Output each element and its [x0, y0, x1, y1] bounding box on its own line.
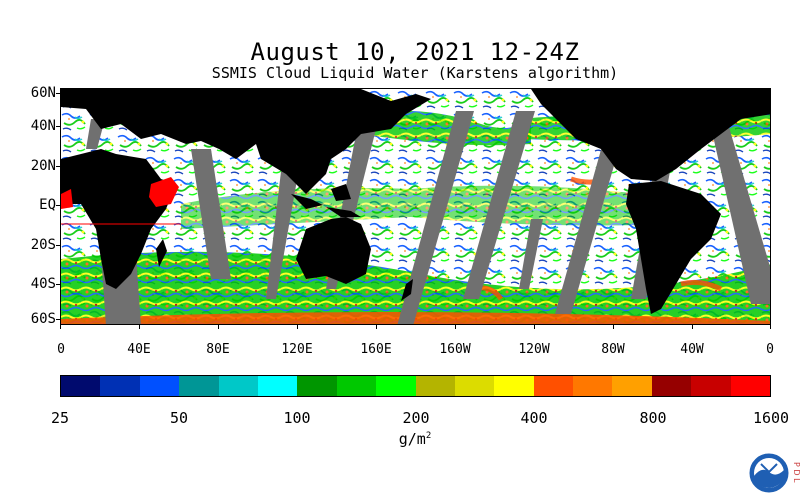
- lon-tick: [455, 325, 456, 329]
- lon-tick: [770, 325, 771, 329]
- units-label: g/m2: [0, 430, 800, 448]
- scale-label-25: 25: [50, 409, 70, 427]
- lat-label-40s: 40S: [30, 276, 56, 292]
- lon-tick: [60, 325, 61, 329]
- lon-label-0: 0: [57, 342, 65, 357]
- color-scale-swatch-4: [218, 376, 258, 396]
- lat-label-60n: 60N: [30, 85, 56, 101]
- color-scale-swatch-13: [573, 376, 613, 396]
- scale-label-800: 800: [639, 409, 667, 427]
- color-scale-swatch-11: [494, 376, 534, 396]
- lat-tick: [56, 284, 60, 285]
- color-scale-swatch-2: [139, 376, 180, 396]
- color-scale-swatch-5: [257, 376, 298, 396]
- color-scale-swatch-12: [533, 376, 574, 396]
- color-scale-swatch-16: [691, 376, 731, 396]
- lat-tick: [56, 205, 60, 206]
- scale-label-50: 50: [169, 409, 189, 427]
- lon-tick: [534, 325, 535, 329]
- color-scale-swatch-7: [336, 376, 377, 396]
- color-scale-swatch-6: [297, 376, 337, 396]
- new-zealand-landmass: [401, 279, 413, 301]
- lon-label-40w: 40W: [680, 342, 704, 357]
- world-map: [60, 88, 771, 325]
- lon-tick: [139, 325, 140, 329]
- color-scale-swatch-3: [179, 376, 219, 396]
- gulf-of-guinea-high-water: [61, 177, 181, 225]
- scale-label-400: 400: [520, 409, 548, 427]
- chart-title: August 10, 2021 12-24Z: [250, 38, 580, 66]
- map-canvas: [61, 89, 770, 324]
- lat-label-60s: 60S: [30, 311, 56, 327]
- units-base: g/m: [398, 430, 426, 448]
- lat-tick: [56, 319, 60, 320]
- lat-label-eq: EQ: [39, 197, 56, 213]
- color-scale-swatch-10: [454, 376, 495, 396]
- lon-label-0-east: 0: [766, 342, 774, 357]
- lon-label-160w: 160W: [439, 342, 471, 357]
- lon-label-160e: 160E: [360, 342, 392, 357]
- lon-label-40e: 40E: [127, 342, 151, 357]
- lat-label-20n: 20N: [30, 158, 56, 174]
- land-masses: [61, 89, 770, 314]
- indonesia-islands: [291, 184, 361, 217]
- lat-tick: [56, 93, 60, 94]
- scale-label-100: 100: [283, 409, 311, 427]
- lon-label-120w: 120W: [518, 342, 550, 357]
- eurasia-landmass: [61, 89, 431, 194]
- lat-tick: [56, 126, 60, 127]
- lon-tick: [613, 325, 614, 329]
- color-scale-swatch-17: [730, 376, 771, 396]
- lon-label-80w: 80W: [601, 342, 625, 357]
- color-scale-swatch-1: [100, 376, 140, 396]
- scale-label-200: 200: [402, 409, 430, 427]
- color-scale-swatch-0: [61, 376, 101, 396]
- pdl-side-text: P D L: [792, 462, 800, 483]
- greenland-landmass: [751, 89, 770, 108]
- scale-label-1600: 1600: [752, 409, 790, 427]
- noaa-logo: [748, 452, 790, 494]
- lat-tick: [56, 245, 60, 246]
- color-scale-swatch-15: [651, 376, 692, 396]
- lon-label-80e: 80E: [206, 342, 230, 357]
- lon-tick: [297, 325, 298, 329]
- lon-label-120e: 120E: [281, 342, 313, 357]
- lat-label-20s: 20S: [30, 237, 56, 253]
- lon-tick: [692, 325, 693, 329]
- australia-landmass: [296, 217, 371, 284]
- units-exponent: 2: [425, 431, 432, 441]
- south-america-landmass: [626, 181, 721, 314]
- madagascar-landmass: [156, 239, 167, 267]
- north-america-landmass: [531, 89, 770, 181]
- color-scale-swatch-14: [612, 376, 652, 396]
- chart-subtitle: SSMIS Cloud Liquid Water (Karstens algor…: [211, 64, 619, 82]
- no-data-swath-gaps: [86, 109, 770, 324]
- color-scale-swatch-9: [415, 376, 455, 396]
- africa-landmass: [61, 149, 176, 289]
- color-scale-swatch-8: [376, 376, 416, 396]
- lat-tick: [56, 166, 60, 167]
- lat-label-40n: 40N: [30, 118, 56, 134]
- lon-tick: [376, 325, 377, 329]
- color-scale-bar: [60, 375, 771, 397]
- lon-tick: [218, 325, 219, 329]
